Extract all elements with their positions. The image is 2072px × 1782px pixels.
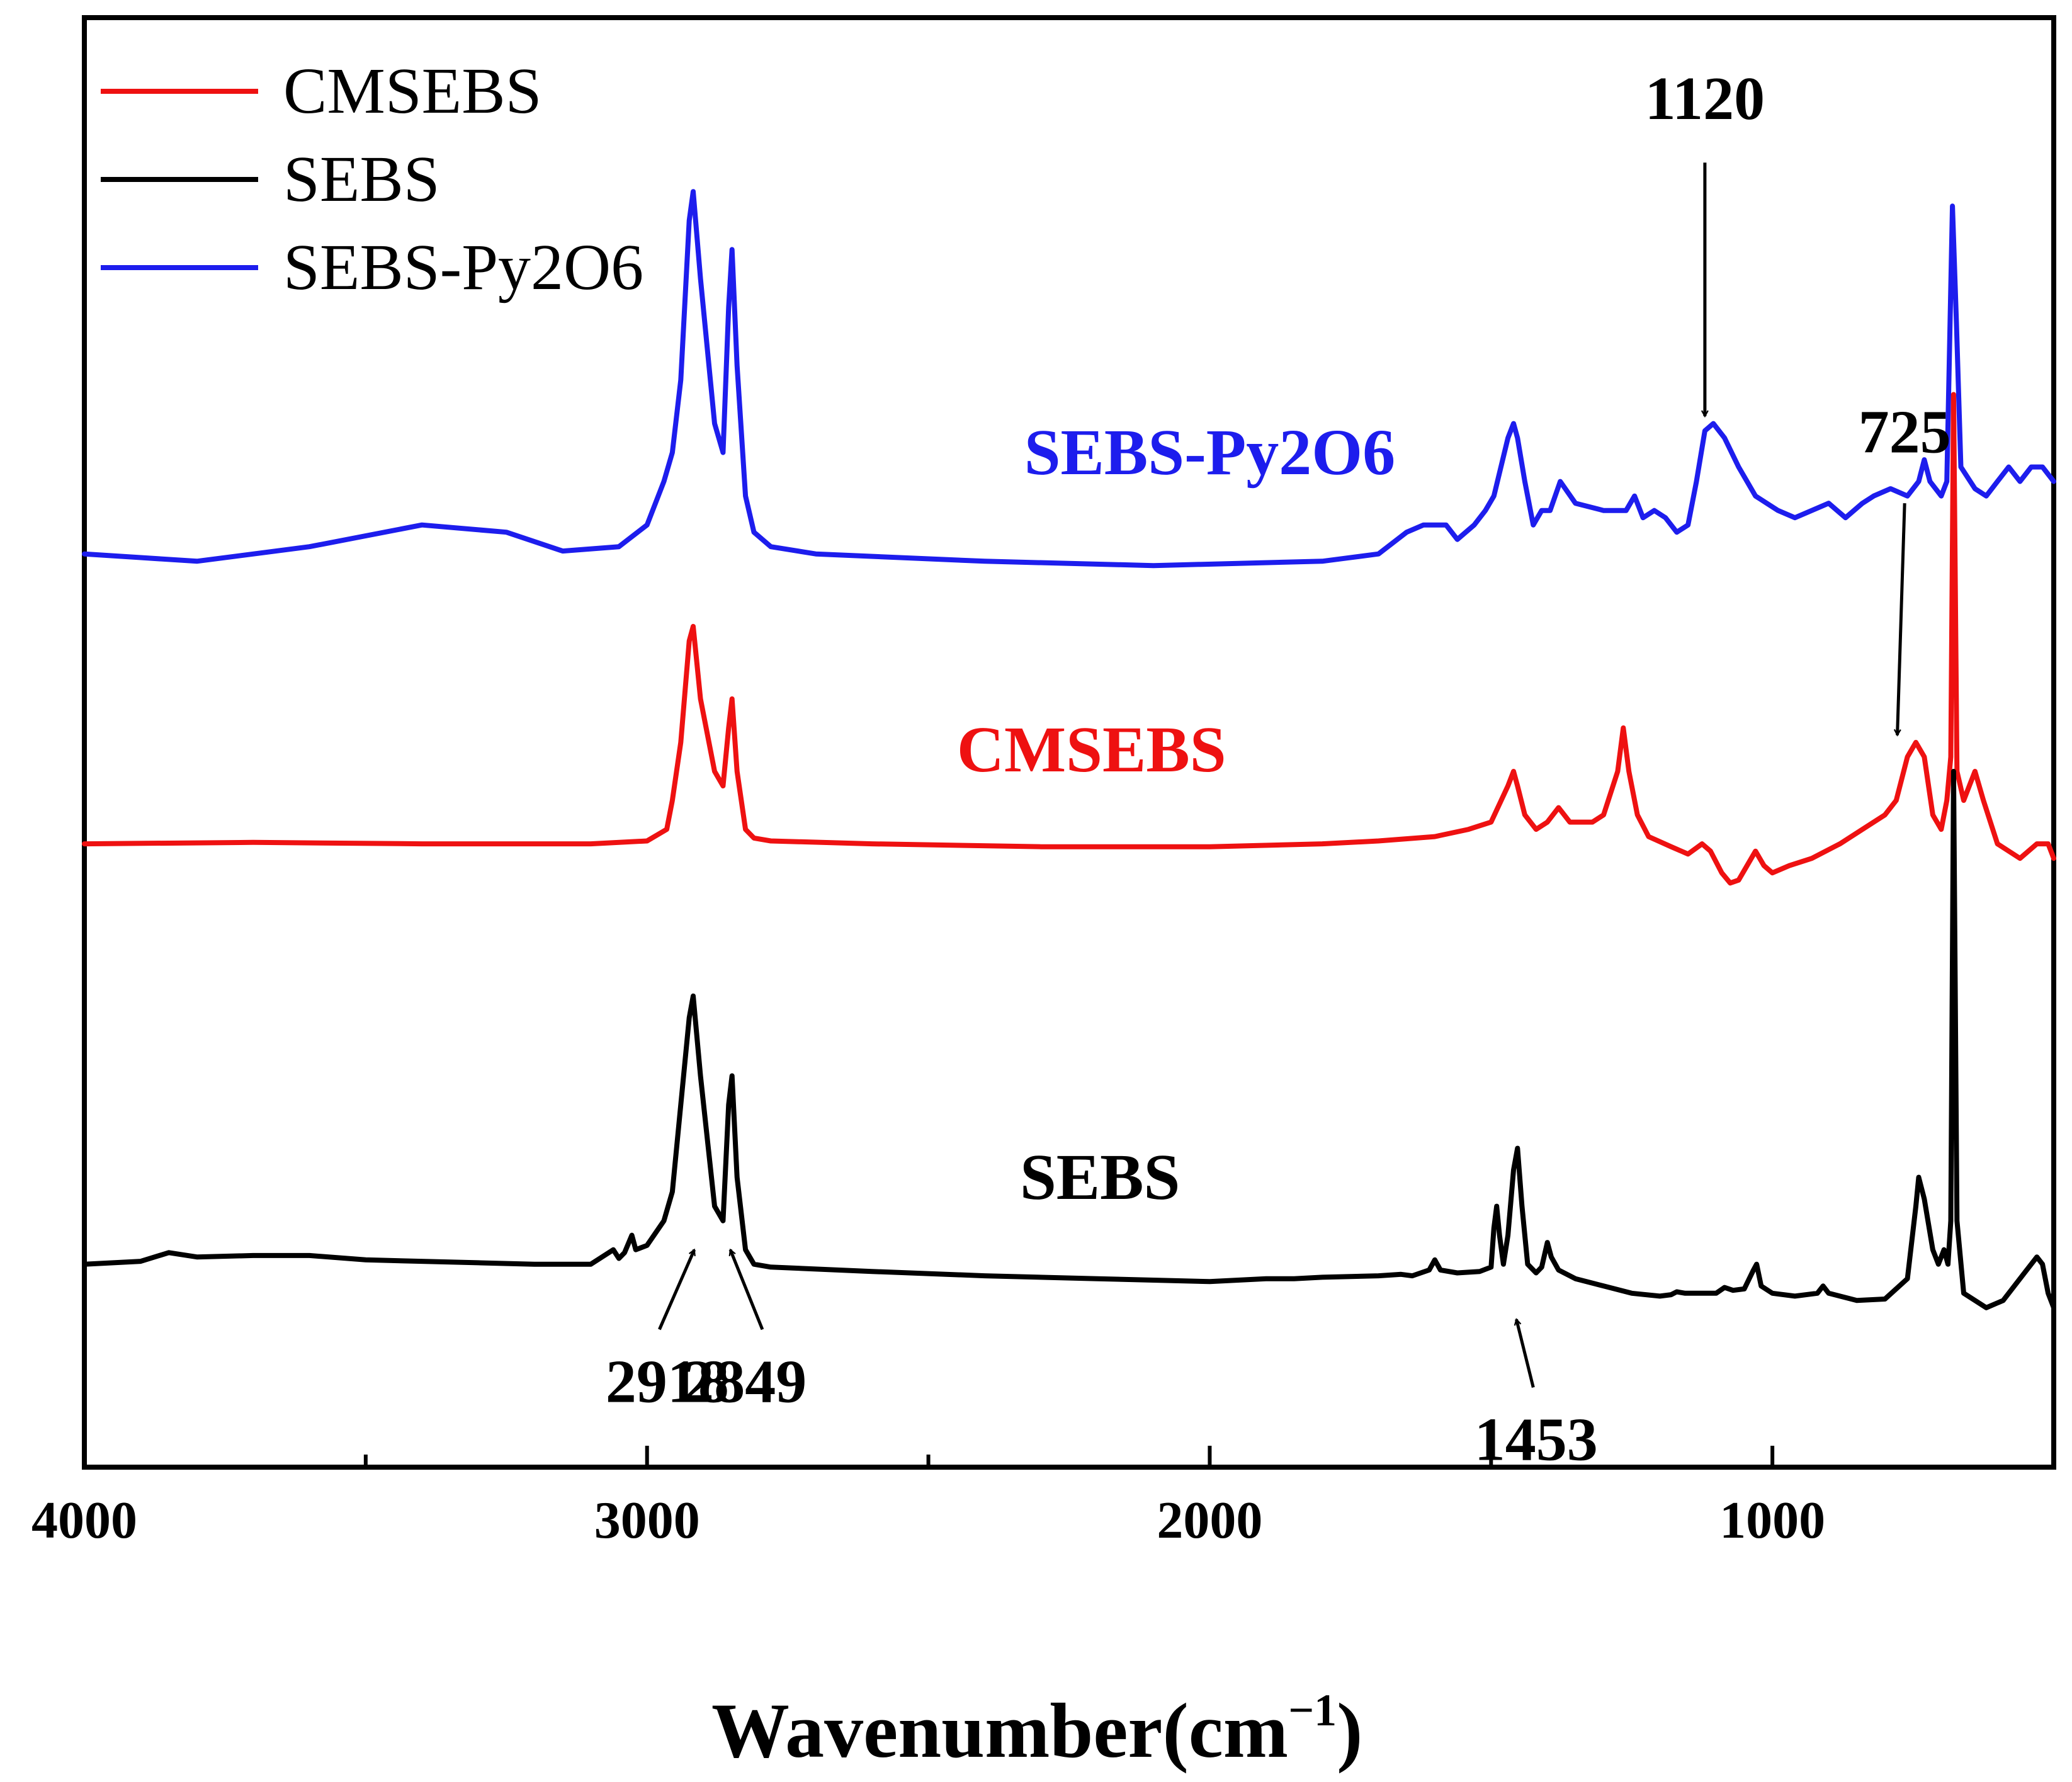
- annotation-arrow-2918: [658, 1250, 696, 1331]
- plot-frame: [82, 15, 2056, 1470]
- annotation-label-1453: 1453: [1475, 1405, 1598, 1473]
- x-tick-label-1000: 1000: [1719, 1491, 1825, 1550]
- x-axis-title: Wavenumber(cm−1): [711, 1685, 1362, 1774]
- x-tick-label-2000: 2000: [1157, 1491, 1262, 1550]
- legend-label-sebs-py2o6: SEBS-Py2O6: [283, 231, 643, 304]
- x-axis: 4000 3000 2000 1000: [31, 1446, 2056, 1550]
- series-label-sebs-py2o6: SEBS-Py2O6: [1024, 416, 1395, 489]
- series-line-sebs: [82, 769, 2056, 1310]
- series-label-sebs: SEBS: [1020, 1141, 1180, 1213]
- series-line-cmsebs: [82, 392, 2056, 886]
- legend-label-cmsebs: CMSEBS: [283, 55, 541, 127]
- annotation-arrow-2849: [730, 1250, 764, 1331]
- annotation-arrow-1453: [1517, 1319, 1535, 1388]
- series-layer: SEBS-Py2O6 CMSEBS SEBS: [82, 189, 2056, 1310]
- annotation-label-725: 725: [1859, 399, 1951, 467]
- annotation-label-2849: 2849: [683, 1348, 807, 1416]
- series-line-sebs-py2o6: [82, 189, 2056, 569]
- annotation-label-1120: 1120: [1645, 65, 1765, 133]
- x-tick-label-4000: 4000: [31, 1491, 137, 1550]
- annotation-label-2918: 2918: [606, 1348, 729, 1416]
- legend: CMSEBS SEBS SEBS-Py2O6: [101, 55, 643, 304]
- legend-label-sebs: SEBS: [283, 143, 440, 215]
- x-tick-label-3000: 3000: [594, 1491, 700, 1550]
- series-label-cmsebs: CMSEBS: [957, 713, 1226, 786]
- annotation-arrow-725: [1898, 503, 1906, 735]
